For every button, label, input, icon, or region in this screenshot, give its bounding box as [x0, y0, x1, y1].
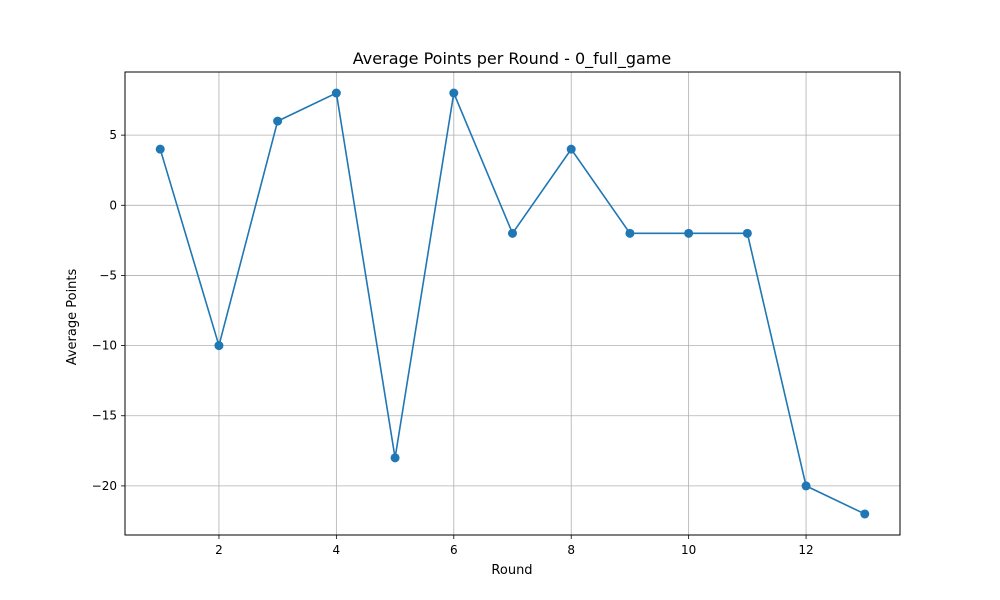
grid — [125, 72, 900, 535]
x-tick-label: 12 — [798, 543, 813, 557]
chart-title: Average Points per Round - 0_full_game — [353, 49, 671, 69]
data-point — [214, 341, 224, 351]
y-axis-label: Average Points — [65, 268, 80, 365]
data-point — [566, 144, 576, 154]
x-tick-label: 4 — [333, 543, 341, 557]
x-tick-label: 6 — [450, 543, 458, 557]
y-tick-label: −15 — [92, 409, 117, 423]
x-axis-label: Round — [491, 563, 532, 578]
data-point — [155, 144, 165, 154]
y-tick-label: −10 — [92, 339, 117, 353]
data-point — [331, 88, 341, 98]
y-axis-ticks: 5 0 −5 −10 −15 −20 — [92, 128, 125, 493]
data-point — [508, 228, 517, 238]
data-point — [684, 228, 694, 238]
data-point — [390, 453, 400, 463]
y-tick-label: 0 — [109, 198, 117, 212]
y-tick-label: 5 — [109, 128, 117, 142]
data-point — [273, 116, 283, 126]
series-layer — [155, 88, 870, 519]
y-tick-label: −5 — [99, 268, 117, 282]
data-point — [625, 228, 635, 238]
x-tick-label: 8 — [567, 543, 575, 557]
x-axis-ticks: 2 4 6 8 10 12 — [215, 535, 814, 557]
data-point — [449, 88, 459, 98]
plot-frame — [124, 71, 901, 536]
x-tick-label: 2 — [215, 543, 223, 557]
data-point — [860, 509, 870, 519]
data-point — [801, 481, 811, 491]
x-tick-label: 10 — [681, 543, 696, 557]
y-tick-label: −20 — [92, 479, 117, 493]
data-point — [742, 228, 752, 238]
series-line — [159, 90, 866, 515]
